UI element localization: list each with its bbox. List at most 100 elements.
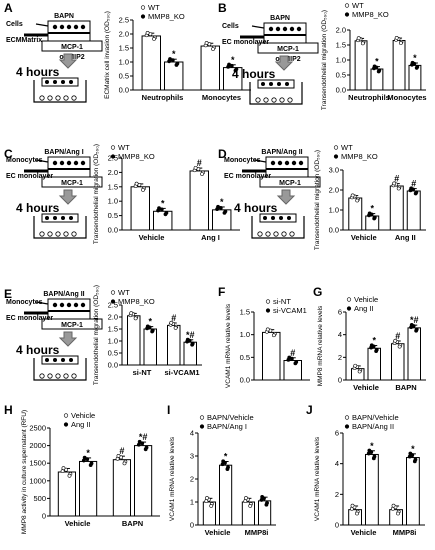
data-point bbox=[248, 503, 253, 508]
legend-label: Vehicle bbox=[354, 295, 378, 304]
data-point bbox=[233, 68, 238, 73]
cell-dot bbox=[268, 26, 274, 32]
y-tick-label: 0.0 bbox=[119, 86, 129, 95]
x-category-label: Vehicle bbox=[65, 519, 91, 528]
panel-label: H bbox=[4, 403, 13, 417]
cells-label: Monocytes bbox=[6, 157, 43, 164]
migrated-cell bbox=[47, 95, 53, 101]
bar-vehicle bbox=[57, 471, 76, 517]
cell-dot bbox=[69, 216, 73, 220]
x-category-label: Ang II bbox=[395, 233, 416, 242]
outer-well bbox=[257, 42, 319, 54]
legend-label: BAPN/Vehicle bbox=[352, 413, 399, 422]
x-category-label: BAPN bbox=[122, 519, 143, 528]
migrated-cell bbox=[289, 231, 295, 237]
y-axis-label: VCAM1 mRNA relative levels bbox=[314, 436, 321, 521]
migrated-cell bbox=[279, 97, 285, 103]
bar-wt bbox=[141, 35, 161, 91]
bar-bapn-ang-ii bbox=[406, 457, 420, 526]
insert-after bbox=[41, 77, 79, 87]
data-point bbox=[367, 448, 372, 453]
y-tick-label: 0.0 bbox=[329, 226, 339, 235]
cell-dot bbox=[285, 82, 289, 86]
legend-label: MMP8_KO bbox=[118, 297, 155, 306]
x-category-label: si-VCAM1 bbox=[164, 368, 199, 377]
panel-label: E bbox=[4, 287, 12, 301]
bar-si-vcam1 bbox=[283, 360, 302, 381]
cell-dot bbox=[52, 302, 58, 308]
incubation-time-label: 4 hours bbox=[16, 65, 60, 79]
migrated-cell bbox=[47, 231, 53, 237]
chemoattractant-label: MCP-1 bbox=[277, 46, 299, 53]
cell-dot bbox=[287, 216, 291, 220]
bar-wt bbox=[392, 40, 406, 91]
significance-marker: # bbox=[394, 174, 399, 184]
y-tick-label: 2.0 bbox=[329, 186, 339, 195]
panel-label: G bbox=[313, 285, 322, 299]
cells-arrow bbox=[35, 301, 49, 305]
data-point bbox=[205, 496, 209, 500]
legend-marker bbox=[344, 12, 350, 17]
cell-dot bbox=[73, 160, 79, 166]
cell-dot bbox=[284, 160, 290, 166]
migrated-cell bbox=[71, 231, 77, 237]
y-axis-label: ECMatrix cell invasion (OD₅₉₀) bbox=[104, 11, 111, 99]
legend-marker bbox=[63, 413, 69, 418]
bar-wt bbox=[167, 324, 181, 366]
bottom-well bbox=[33, 216, 87, 239]
cell-dot bbox=[45, 358, 49, 362]
cell-dot bbox=[73, 302, 79, 308]
incubation-time-label: 4 hours bbox=[232, 67, 276, 81]
migrated-cell bbox=[39, 373, 45, 379]
significance-marker: # bbox=[395, 331, 400, 341]
significance-marker: * bbox=[220, 197, 224, 207]
cell-dot bbox=[45, 216, 49, 220]
cell-dot bbox=[277, 82, 281, 86]
x-category-label: Vehicle bbox=[205, 528, 231, 537]
data-point bbox=[157, 206, 161, 211]
migrated-cell bbox=[39, 95, 45, 101]
y-tick-label: 2 bbox=[190, 475, 194, 484]
cell-dot bbox=[289, 26, 295, 32]
data-point bbox=[350, 503, 355, 508]
y-tick-label: 1.5 bbox=[336, 41, 346, 50]
data-point bbox=[367, 211, 372, 216]
data-point bbox=[122, 461, 127, 466]
schematic-top-label: BAPN/Ang II bbox=[261, 149, 302, 156]
significance-marker: * bbox=[86, 448, 90, 458]
bar-vehicle bbox=[391, 343, 405, 381]
data-point bbox=[227, 62, 231, 67]
data-point bbox=[414, 66, 419, 70]
data-point bbox=[173, 326, 178, 330]
migrated-cell bbox=[39, 231, 45, 237]
barrier-label: EC monolayer bbox=[6, 173, 53, 180]
legend-marker bbox=[199, 424, 205, 429]
bar-vehicle bbox=[112, 459, 131, 517]
y-tick-label: 1.5 bbox=[108, 182, 118, 191]
data-point bbox=[221, 459, 226, 464]
data-point bbox=[376, 69, 381, 74]
bar-mmp8-ko bbox=[406, 190, 421, 231]
bottom-well bbox=[33, 358, 87, 381]
barrier-label: EC monolayer bbox=[222, 39, 269, 46]
x-category-label: Vehicle bbox=[351, 233, 377, 242]
data-point bbox=[394, 36, 399, 40]
data-point bbox=[357, 369, 362, 374]
panel-i: I 0 1 2 3 4 VCAM1 mRNA relative levels Vehicle *… bbox=[167, 403, 276, 537]
data-point bbox=[67, 473, 72, 478]
legend-marker bbox=[333, 154, 339, 159]
data-point bbox=[193, 165, 198, 170]
legend-marker bbox=[140, 5, 146, 10]
y-tick-label: 0.0 bbox=[108, 226, 118, 235]
data-point bbox=[209, 503, 214, 508]
cells-arrow bbox=[251, 25, 265, 29]
y-tick-label: 2.0 bbox=[119, 30, 129, 39]
panel-label: F bbox=[218, 285, 225, 299]
x-category-label: Ang I bbox=[201, 233, 220, 242]
cell-dot bbox=[271, 216, 275, 220]
significance-marker: # bbox=[290, 348, 295, 358]
data-point bbox=[82, 455, 87, 460]
migrated-cell bbox=[273, 231, 279, 237]
y-tick-label: 3.0 bbox=[329, 166, 339, 175]
bar-mmp8-ko bbox=[143, 328, 157, 366]
